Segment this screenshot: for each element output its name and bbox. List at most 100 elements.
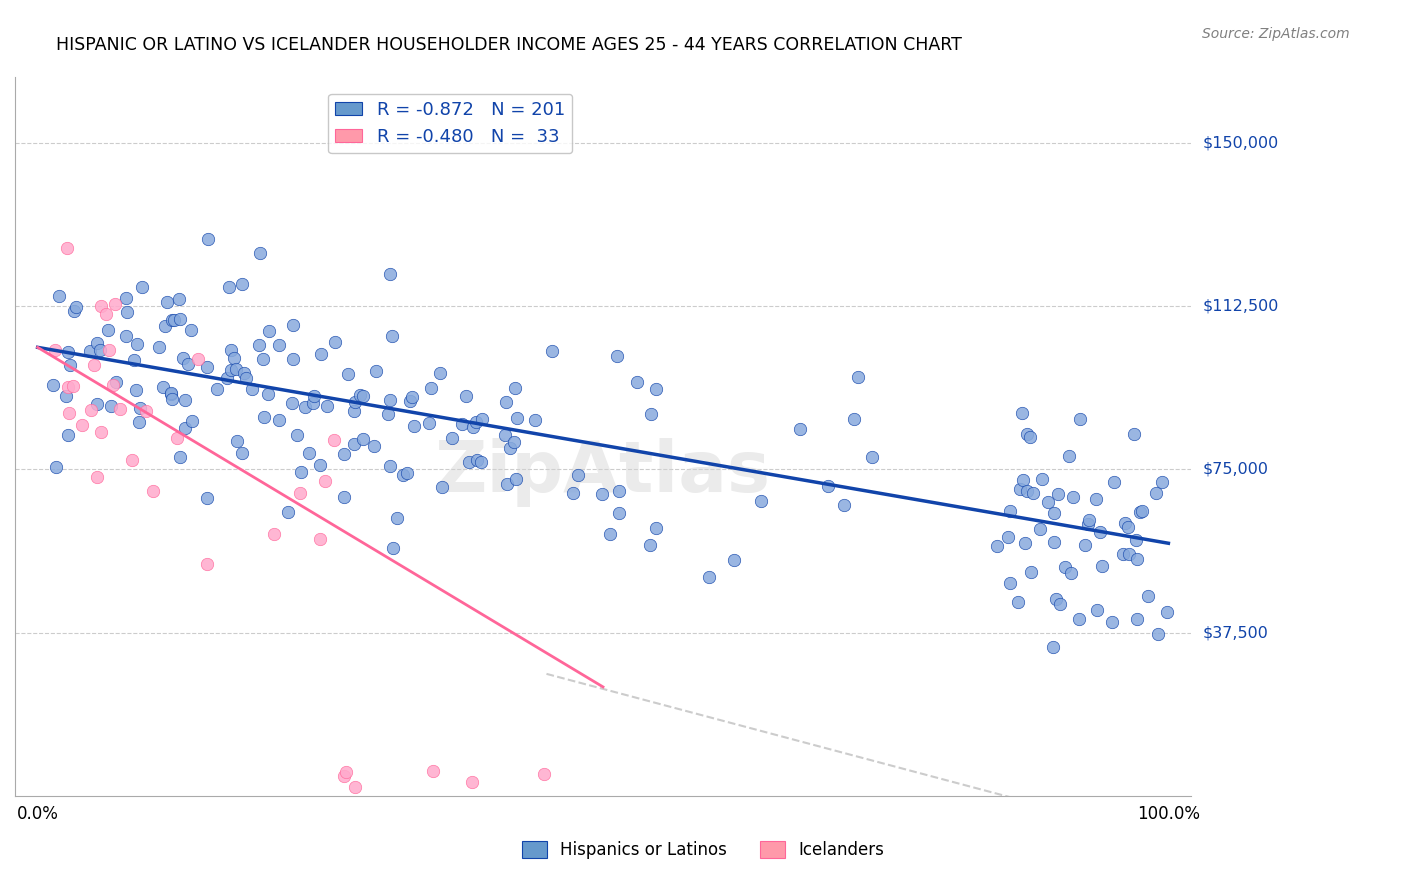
Point xyxy=(1085,491,1108,506)
Point xyxy=(1015,484,1038,499)
Text: $150,000: $150,000 xyxy=(1202,136,1278,150)
Point xyxy=(395,466,418,480)
Point xyxy=(103,377,125,392)
Point xyxy=(181,414,204,428)
Point xyxy=(1042,506,1064,520)
Point xyxy=(364,364,387,378)
Point xyxy=(471,412,494,426)
Point xyxy=(422,764,444,779)
Point xyxy=(399,394,422,409)
Point xyxy=(363,440,385,454)
Point xyxy=(267,337,290,351)
Point xyxy=(1087,603,1109,617)
Point xyxy=(832,498,855,512)
Point xyxy=(1114,516,1136,530)
Point xyxy=(1054,560,1077,574)
Point xyxy=(1042,640,1064,654)
Legend: R = -0.872   N = 201, R = -0.480   N =  33: R = -0.872 N = 201, R = -0.480 N = 33 xyxy=(328,94,572,153)
Point xyxy=(277,505,299,519)
Point xyxy=(609,483,631,498)
Point xyxy=(503,434,526,449)
Point xyxy=(283,318,305,333)
Point xyxy=(94,307,117,321)
Point xyxy=(152,380,174,394)
Point xyxy=(1019,565,1042,579)
Point xyxy=(844,411,866,425)
Point xyxy=(723,552,745,566)
Point xyxy=(986,539,1008,553)
Text: Source: ZipAtlas.com: Source: ZipAtlas.com xyxy=(1202,27,1350,41)
Point xyxy=(122,352,145,367)
Point xyxy=(281,396,304,410)
Point xyxy=(153,318,176,333)
Point xyxy=(420,381,443,395)
Point xyxy=(309,533,332,547)
Point xyxy=(599,526,621,541)
Point xyxy=(789,422,811,436)
Point xyxy=(62,303,84,318)
Point xyxy=(404,418,426,433)
Point xyxy=(90,300,112,314)
Point xyxy=(90,425,112,440)
Point xyxy=(131,279,153,293)
Point xyxy=(224,351,246,366)
Text: ZipAtlas: ZipAtlas xyxy=(434,438,770,507)
Point xyxy=(1118,547,1140,561)
Point xyxy=(505,472,527,486)
Point xyxy=(495,395,517,409)
Point xyxy=(381,541,404,555)
Point xyxy=(352,389,374,403)
Point xyxy=(142,483,165,498)
Point xyxy=(626,376,648,390)
Point xyxy=(79,344,101,359)
Point xyxy=(129,401,152,415)
Point xyxy=(65,301,87,315)
Point xyxy=(219,343,242,357)
Point xyxy=(381,329,404,343)
Point xyxy=(257,387,280,401)
Point xyxy=(335,764,357,779)
Point xyxy=(609,506,631,520)
Point xyxy=(304,389,326,403)
Point xyxy=(561,485,583,500)
Point xyxy=(221,362,243,376)
Point xyxy=(1011,406,1033,420)
Point xyxy=(180,323,202,337)
Point xyxy=(337,367,360,381)
Point xyxy=(128,415,150,429)
Point xyxy=(42,378,65,392)
Point xyxy=(392,468,415,483)
Point xyxy=(378,267,401,281)
Point xyxy=(1116,520,1139,534)
Point xyxy=(167,293,190,307)
Point xyxy=(378,459,401,474)
Point xyxy=(1011,474,1033,488)
Point xyxy=(240,382,263,396)
Point xyxy=(160,313,183,327)
Point xyxy=(1112,547,1135,561)
Point xyxy=(309,458,332,473)
Point xyxy=(98,343,121,357)
Point xyxy=(1104,475,1126,490)
Point xyxy=(333,490,356,504)
Point xyxy=(1042,534,1064,549)
Point xyxy=(494,428,516,442)
Text: HISPANIC OR LATINO VS ICELANDER HOUSEHOLDER INCOME AGES 25 - 44 YEARS CORRELATIO: HISPANIC OR LATINO VS ICELANDER HOUSEHOL… xyxy=(56,36,962,54)
Point xyxy=(429,367,451,381)
Point xyxy=(1049,597,1071,611)
Point xyxy=(297,446,319,460)
Point xyxy=(567,468,589,483)
Point xyxy=(1029,522,1052,536)
Point xyxy=(1018,430,1040,444)
Point xyxy=(174,392,197,407)
Point xyxy=(352,432,374,446)
Point xyxy=(998,503,1021,517)
Point xyxy=(121,452,143,467)
Point xyxy=(281,351,304,366)
Point xyxy=(1101,615,1123,629)
Point xyxy=(846,370,869,384)
Point xyxy=(55,241,77,255)
Point xyxy=(1022,486,1045,500)
Point xyxy=(55,389,77,403)
Point xyxy=(247,338,270,352)
